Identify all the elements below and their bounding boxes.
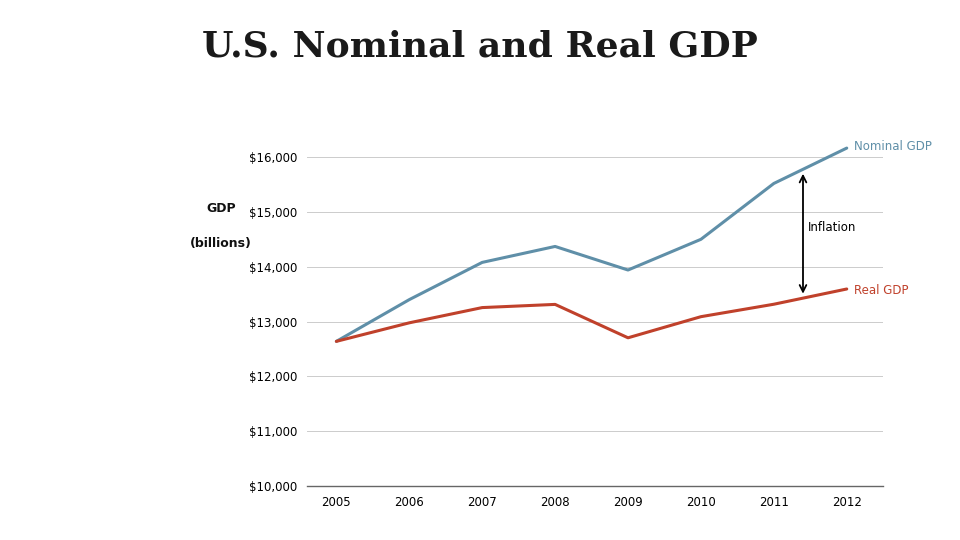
- Text: U.S. Nominal and Real GDP: U.S. Nominal and Real GDP: [203, 30, 757, 64]
- Text: Real GDP: Real GDP: [854, 284, 908, 297]
- Text: Nominal GDP: Nominal GDP: [854, 140, 932, 153]
- Text: Inflation: Inflation: [808, 221, 856, 234]
- Text: GDP: GDP: [206, 201, 235, 214]
- Text: (billions): (billions): [190, 237, 252, 250]
- Text: Which year is the base
year here?
Can you tell by only
looking this plot?: Which year is the base year here? Can yo…: [24, 294, 168, 364]
